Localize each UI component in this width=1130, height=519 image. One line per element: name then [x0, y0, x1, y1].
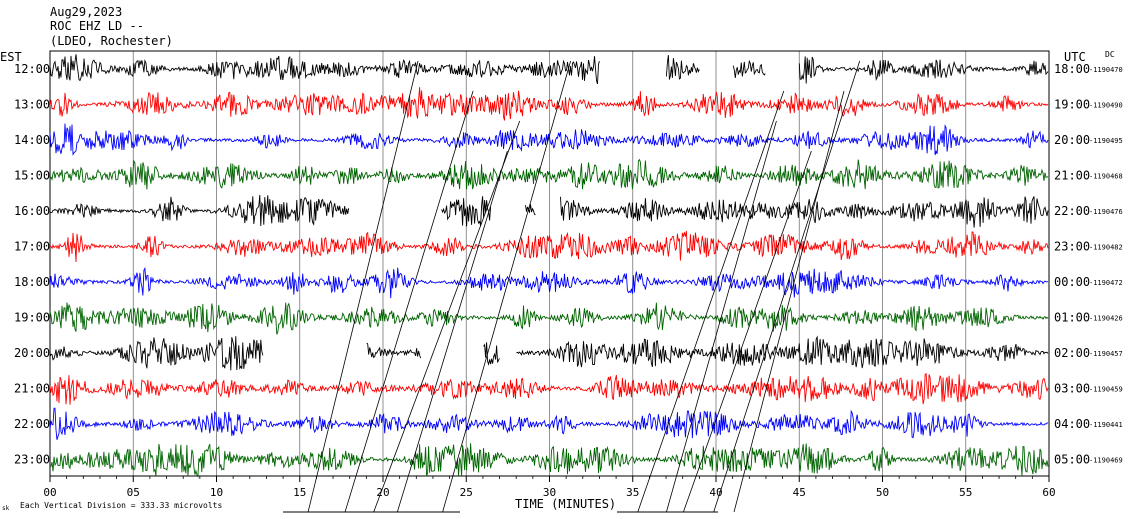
est-hour-label: 14:00: [14, 133, 50, 147]
phase-marker-line: [442, 60, 572, 513]
dc-label: DC: [1105, 50, 1115, 59]
trace-row-1800: [49, 266, 1049, 299]
utc-hour-label: 18:00: [1054, 62, 1090, 76]
trace-row-1900: [49, 302, 1049, 335]
trace-row-2100: [49, 372, 1049, 405]
grid-lines: [132, 51, 967, 476]
est-hour-label: 13:00: [14, 98, 50, 112]
utc-hour-label: 00:00: [1054, 275, 1090, 289]
phase-marker-line: [307, 60, 419, 513]
header-station: ROC EHZ LD --: [50, 19, 144, 33]
seismic-traces: [49, 54, 1049, 479]
est-hour-label: 16:00: [14, 204, 50, 218]
est-hour-label: 23:00: [14, 453, 50, 467]
utc-hour-label: 21:00: [1054, 169, 1090, 183]
dc-offset-label: -1190495: [1089, 137, 1123, 145]
utc-hour-label: 01:00: [1054, 311, 1090, 325]
utc-hour-label: 19:00: [1054, 98, 1090, 112]
est-hour-label: 15:00: [14, 169, 50, 183]
est-hour-label: 20:00: [14, 346, 50, 360]
phase-marker-line: [713, 60, 861, 513]
phase-marker-line: [683, 150, 812, 513]
header-date: Aug29,2023: [50, 5, 122, 19]
dc-offset-label: -1190476: [1089, 208, 1123, 216]
x-tick-label: 40: [709, 486, 722, 499]
dc-offset-label: -1190441: [1089, 421, 1123, 429]
phase-marker-line: [373, 120, 521, 513]
trace-row-1400: [49, 123, 1049, 156]
dc-offset-label: -1190490: [1089, 102, 1123, 110]
x-tick-label: 00: [43, 486, 56, 499]
dc-offset-label: -1190426: [1089, 315, 1123, 323]
x-tick-label: 15: [293, 486, 306, 499]
phase-marker-line: [344, 90, 474, 513]
phase-marker-line: [396, 150, 508, 513]
dc-offset-label: -1190472: [1089, 279, 1123, 287]
utc-hour-label: 23:00: [1054, 240, 1090, 254]
x-tick-label: 35: [626, 486, 639, 499]
utc-hour-label: 22:00: [1054, 204, 1090, 218]
dc-offset-label: -1190457: [1089, 350, 1123, 358]
utc-hour-label: 04:00: [1054, 417, 1090, 431]
x-tick-label: 25: [460, 486, 473, 499]
est-hour-label: 17:00: [14, 240, 50, 254]
x-axis-ticks: 00 05 10 15 20 25 30 35 40 45 50 55 60: [43, 476, 1056, 499]
x-tick-label: 50: [876, 486, 889, 499]
trace-row-1700: [49, 230, 1049, 263]
x-tick-label: 45: [793, 486, 806, 499]
x-tick-label: 55: [959, 486, 972, 499]
est-hour-label: 12:00: [14, 62, 50, 76]
x-tick-label: 05: [127, 486, 140, 499]
x-tick-label: 30: [543, 486, 556, 499]
scale-note: Each Vertical Division = 333.33 microvol…: [20, 501, 222, 510]
dc-offset-label: -1190470: [1089, 66, 1123, 74]
utc-hour-label: 05:00: [1054, 453, 1090, 467]
phase-marker-line: [637, 90, 785, 513]
est-hour-label: 21:00: [14, 382, 50, 396]
dc-offset-label: -1190468: [1089, 173, 1123, 181]
dc-offset-label: -1190469: [1089, 457, 1123, 465]
trace-row-2300: [50, 443, 1049, 479]
trace-row-2000: [49, 335, 1049, 371]
trace-row-2200: [49, 407, 1049, 440]
event-markers: [283, 60, 861, 513]
utc-hour-label: 20:00: [1054, 133, 1090, 147]
x-tick-label: 60: [1042, 486, 1055, 499]
phase-marker-line: [733, 90, 845, 513]
trace-row-1200: [49, 54, 1049, 85]
corner-mark: sk: [2, 505, 10, 512]
left-axis-label: EST: [0, 50, 22, 64]
right-axis-label: UTC: [1064, 50, 1086, 64]
x-tick-label: 20: [376, 486, 389, 499]
trace-row-1500: [49, 158, 1049, 190]
utc-hour-label: 02:00: [1054, 346, 1090, 360]
x-axis-label: TIME (MINUTES): [515, 497, 616, 511]
est-hour-label: 19:00: [14, 311, 50, 325]
dc-offset-label: -1190482: [1089, 244, 1123, 252]
phase-marker-line: [666, 120, 777, 513]
trace-row-1300: [49, 87, 1049, 121]
x-tick-label: 10: [210, 486, 223, 499]
dc-offset-label: -1190459: [1089, 386, 1123, 394]
est-hour-label: 22:00: [14, 417, 50, 431]
utc-hour-label: 03:00: [1054, 382, 1090, 396]
header-network: (LDEO, Rochester): [50, 34, 173, 48]
trace-row-1600: [49, 194, 1049, 228]
est-hour-label: 18:00: [14, 275, 50, 289]
